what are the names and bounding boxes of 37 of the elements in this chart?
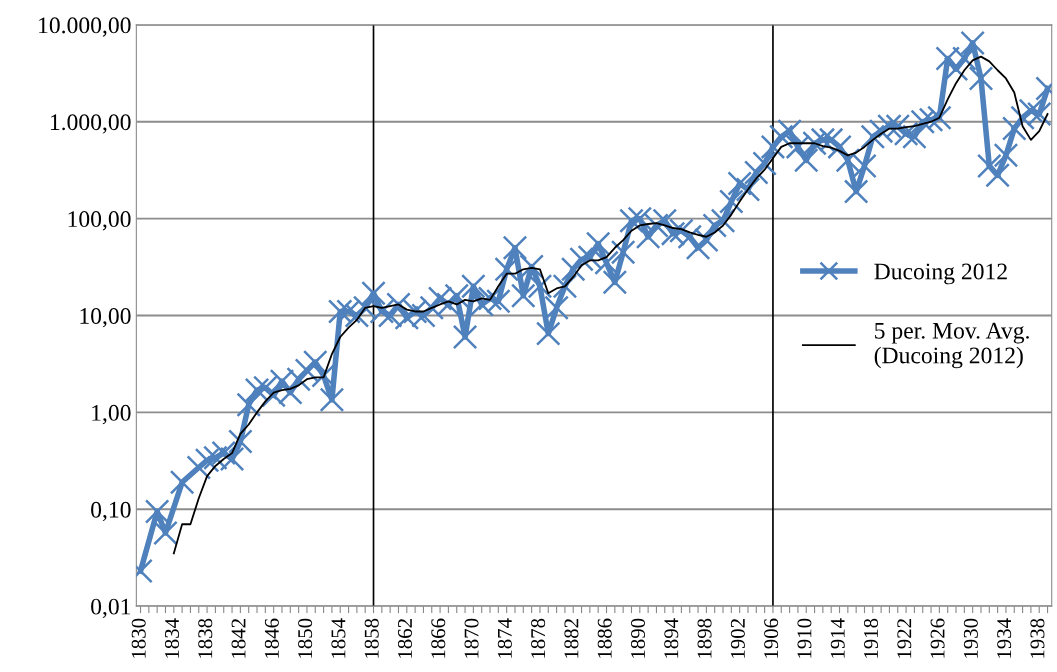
x-tick-label: 1902	[730, 619, 745, 658]
x-tick-label: 1922	[897, 619, 912, 658]
x-tick-label: 1930	[963, 618, 978, 658]
y-tick-label: 1.000,00	[50, 114, 131, 134]
x-tick-label: 1874	[497, 618, 512, 658]
x-tick-label: 1898	[697, 618, 712, 658]
x-tick-label: 1858	[364, 618, 379, 658]
y-tick-label: 10.000,00	[39, 17, 131, 37]
x-tick-label: 1882	[564, 619, 579, 658]
x-tick-label: 1926	[930, 618, 945, 658]
x-tick-label: 1830	[131, 618, 146, 658]
x-tick-label: 1910	[797, 618, 812, 658]
x-tick-label: 1850	[298, 618, 313, 658]
x-tick-label: 1890	[630, 618, 646, 658]
y-tick-label: 100,00	[68, 211, 131, 231]
y-tick-label: 0,10	[91, 501, 131, 522]
x-tick-label: 1854	[331, 618, 346, 658]
x-tick-label: 1862	[397, 619, 413, 658]
x-tick-label: 1914	[830, 618, 845, 658]
x-tick-label: 1870	[464, 618, 479, 658]
x-tick-label: 1878	[531, 618, 546, 658]
x-tick-label: 1834	[164, 618, 180, 658]
y-tick-label: 0,01	[91, 598, 131, 618]
y-tick-label: 10,00	[80, 307, 131, 328]
x-tick-label: 1938	[1030, 618, 1045, 658]
legend-label: 5 per. Mov. Avg. (Ducoing 2012)	[874, 322, 1029, 369]
x-tick-label: 1846	[264, 618, 279, 658]
x-tick-label: 1838	[198, 618, 213, 658]
legend-label: Ducoing 2012	[874, 263, 1007, 285]
x-tick-label: 1934	[997, 618, 1012, 658]
x-tick-label: 1906	[764, 618, 779, 658]
x-tick-label: 1866	[431, 618, 446, 658]
x-tick-label: 1894	[664, 618, 679, 658]
x-tick-label: 1918	[863, 618, 879, 658]
x-tick-label: 1886	[597, 618, 612, 658]
y-tick-label: 1,00	[92, 404, 131, 425]
x-tick-label: 1842	[231, 619, 246, 658]
